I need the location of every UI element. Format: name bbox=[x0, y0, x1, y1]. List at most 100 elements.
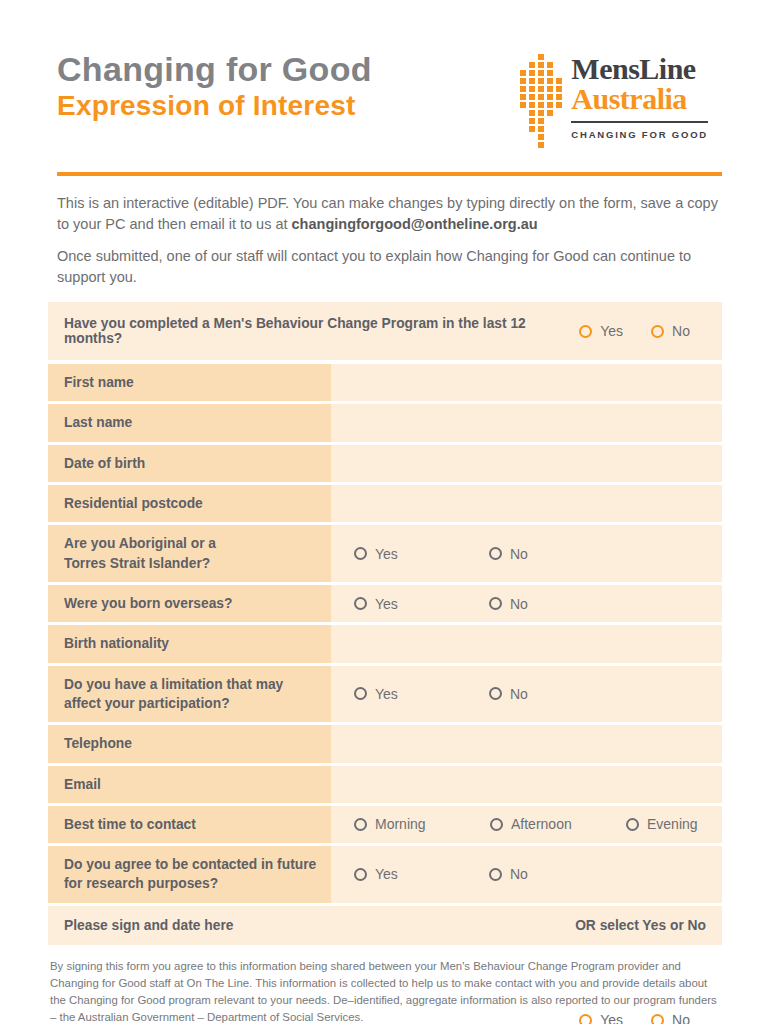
last-name-cell bbox=[331, 404, 722, 441]
completed-program-options: Yes No bbox=[579, 323, 690, 339]
aboriginal-tsi-no-radio[interactable]: No bbox=[489, 546, 528, 562]
radio-option-label: Yes bbox=[600, 323, 623, 339]
aboriginal-tsi-cell: Yes No bbox=[331, 525, 722, 582]
limitation-cell: Yes No bbox=[331, 666, 722, 723]
limitation-no-radio[interactable]: No bbox=[489, 686, 528, 702]
best-time-label: Best time to contact bbox=[48, 806, 331, 843]
radio-icon bbox=[489, 687, 502, 700]
residential-postcode-label: Residential postcode bbox=[48, 485, 331, 522]
date-of-birth-cell bbox=[331, 445, 722, 482]
radio-icon bbox=[626, 818, 639, 831]
completed-program-yes-radio[interactable]: Yes bbox=[579, 323, 623, 339]
email-input[interactable] bbox=[331, 766, 722, 803]
eoi-form: Have you completed a Men's Behaviour Cha… bbox=[48, 302, 722, 945]
radio-icon bbox=[489, 597, 502, 610]
research-contact-cell: Yes No bbox=[331, 846, 722, 903]
best-time-afternoon-radio[interactable]: Afternoon bbox=[490, 816, 626, 832]
radio-icon bbox=[651, 1014, 664, 1024]
limitation-yes-radio[interactable]: Yes bbox=[354, 686, 489, 702]
mensline-australia: Australia bbox=[571, 84, 708, 114]
radio-option-label: Yes bbox=[600, 1012, 623, 1024]
best-time-cell: Morning Afternoon Evening bbox=[331, 806, 722, 843]
radio-option-label: No bbox=[672, 1012, 690, 1024]
logo-tagline: CHANGING FOR GOOD bbox=[571, 129, 708, 140]
header-divider bbox=[57, 172, 722, 176]
page-title: Changing for Good bbox=[57, 52, 372, 88]
date-of-birth-label: Date of birth bbox=[48, 445, 331, 482]
best-time-morning-radio[interactable]: Morning bbox=[354, 816, 490, 832]
born-overseas-cell: Yes No bbox=[331, 585, 722, 622]
research-contact-yes-radio[interactable]: Yes bbox=[354, 866, 489, 882]
intro: This is an interactive (editable) PDF. Y… bbox=[48, 193, 722, 288]
completed-program-no-radio[interactable]: No bbox=[651, 323, 690, 339]
aboriginal-tsi-label: Are you Aboriginal or a Torres Strait Is… bbox=[48, 525, 331, 582]
radio-icon bbox=[354, 818, 367, 831]
signature-alt-label: OR select Yes or No bbox=[575, 918, 706, 933]
best-time-evening-radio[interactable]: Evening bbox=[626, 816, 698, 832]
radio-option-label: Yes bbox=[375, 596, 398, 612]
page-subtitle: Expression of Interest bbox=[57, 91, 372, 120]
disclaimer-no-radio[interactable]: No bbox=[651, 1012, 690, 1024]
telephone-input[interactable] bbox=[331, 725, 722, 762]
born-overseas-label: Were you born overseas? bbox=[48, 585, 331, 622]
research-contact-label: Do you agree to be contacted in future f… bbox=[48, 846, 331, 903]
signature-label: Please sign and date here bbox=[64, 918, 233, 933]
mensline-wordmark: MensLine Australia CHANGING FOR GOOD bbox=[571, 54, 708, 140]
row-completed-program: Have you completed a Men's Behaviour Cha… bbox=[48, 302, 722, 360]
radio-option-label: No bbox=[510, 686, 528, 702]
row-best-time: Best time to contact Morning Afternoon E… bbox=[48, 806, 722, 843]
radio-icon bbox=[489, 547, 502, 560]
logo-divider bbox=[571, 121, 708, 123]
mensline-logo: MensLine Australia CHANGING FOR GOOD bbox=[520, 54, 708, 150]
email-cell bbox=[331, 766, 722, 803]
row-aboriginal-tsi: Are you Aboriginal or a Torres Strait Is… bbox=[48, 525, 722, 582]
born-overseas-yes-radio[interactable]: Yes bbox=[354, 596, 489, 612]
birth-nationality-input[interactable] bbox=[331, 625, 722, 662]
born-overseas-options: Yes No bbox=[331, 596, 722, 612]
row-residential-postcode: Residential postcode bbox=[48, 485, 722, 522]
radio-icon bbox=[651, 325, 664, 338]
first-name-cell bbox=[331, 364, 722, 401]
row-first-name: First name bbox=[48, 364, 722, 401]
first-name-input[interactable] bbox=[331, 364, 722, 401]
radio-option-label: No bbox=[510, 596, 528, 612]
email-label: Email bbox=[48, 766, 331, 803]
limitation-options: Yes No bbox=[331, 686, 722, 702]
residential-postcode-cell bbox=[331, 485, 722, 522]
row-telephone: Telephone bbox=[48, 725, 722, 762]
row-birth-nationality: Birth nationality bbox=[48, 625, 722, 662]
row-born-overseas: Were you born overseas? Yes No bbox=[48, 585, 722, 622]
limitation-label: Do you have a limitation that may affect… bbox=[48, 666, 331, 723]
birth-nationality-cell bbox=[331, 625, 722, 662]
radio-option-label: Yes bbox=[375, 866, 398, 882]
radio-icon bbox=[579, 1014, 592, 1024]
radio-icon bbox=[354, 597, 367, 610]
last-name-label: Last name bbox=[48, 404, 331, 441]
row-date-of-birth: Date of birth bbox=[48, 445, 722, 482]
header: Changing for Good Expression of Interest… bbox=[48, 48, 722, 158]
born-overseas-no-radio[interactable]: No bbox=[489, 596, 528, 612]
research-contact-options: Yes No bbox=[331, 866, 722, 882]
telephone-cell bbox=[331, 725, 722, 762]
disclaimer-yes-radio[interactable]: Yes bbox=[579, 1012, 623, 1024]
mensline-name: MensLine bbox=[571, 54, 708, 84]
radio-icon bbox=[490, 818, 503, 831]
row-email: Email bbox=[48, 766, 722, 803]
aboriginal-tsi-yes-radio[interactable]: Yes bbox=[354, 546, 489, 562]
telephone-label: Telephone bbox=[48, 725, 331, 762]
radio-option-label: Morning bbox=[375, 816, 426, 832]
radio-icon bbox=[354, 687, 367, 700]
birth-nationality-label: Birth nationality bbox=[48, 625, 331, 662]
research-contact-no-radio[interactable]: No bbox=[489, 866, 528, 882]
first-name-label: First name bbox=[48, 364, 331, 401]
best-time-options: Morning Afternoon Evening bbox=[331, 816, 722, 832]
signature-field[interactable]: Please sign and date here OR select Yes … bbox=[48, 906, 722, 945]
page: Changing for Good Expression of Interest… bbox=[0, 0, 770, 1024]
mensline-dots-icon bbox=[520, 54, 562, 150]
completed-program-label: Have you completed a Men's Behaviour Cha… bbox=[64, 316, 579, 346]
date-of-birth-input[interactable] bbox=[331, 445, 722, 482]
contact-email: changingforgood@ontheline.org.au bbox=[292, 216, 538, 232]
aboriginal-tsi-options: Yes No bbox=[331, 546, 722, 562]
last-name-input[interactable] bbox=[331, 404, 722, 441]
residential-postcode-input[interactable] bbox=[331, 485, 722, 522]
